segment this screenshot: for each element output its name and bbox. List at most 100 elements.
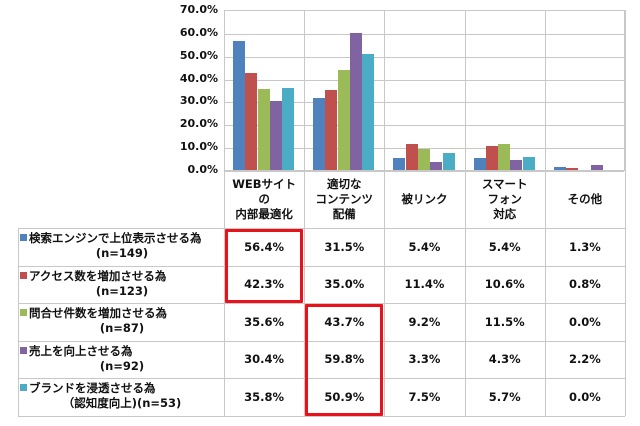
table-cell-value: 35.0% [324,277,365,292]
bar [498,143,511,170]
y-tick-label: 50.0% [179,48,218,62]
y-axis: 70.0% 60.0% 50.0% 40.0% 30.0% 20.0% 10.0% 0.0% [150,0,218,180]
category-label-line: その他 [567,191,603,206]
category-label-line: コンテンツ [315,191,374,206]
table-cell-value: 2.2% [568,352,601,367]
table-cell-value: 56.4% [244,239,285,254]
bar [590,164,603,170]
legend-swatch [20,346,27,354]
table-cell-value: 42.3% [244,277,285,292]
bar [430,162,443,170]
column-divider [625,10,626,416]
legend-row-label: ブランドを浸透させる為 （認知度向上)(n=53) [18,381,224,411]
bar [245,73,258,170]
table-cell-value: 43.7% [324,314,365,329]
bar [362,53,375,170]
bar [282,88,295,170]
series-n: (n=123) [95,283,149,298]
table-cell-value: 0.0% [568,314,601,329]
category-header: スマート フォン 対応 [465,170,545,228]
column-divider [224,10,225,416]
bar-group [224,11,304,170]
category-label-line: 適切な [327,176,362,191]
category-label-line: WEBサイト [232,176,296,191]
bar [269,100,282,170]
bar-group [384,11,464,170]
category-label-line: 被リンク [401,191,448,206]
row-divider [18,340,625,342]
series-n: (n=87) [99,321,145,335]
bar [393,157,406,170]
gridline [224,79,624,81]
bar-group [545,11,625,170]
table-cell-value: 1.3% [568,239,601,254]
bar [313,98,326,170]
plot-area [224,10,625,172]
series-name: 売上を向上させる為 [29,343,133,358]
bar [257,88,270,170]
bar [566,168,579,170]
bar [442,152,455,170]
table-cell-value: 11.5% [484,314,525,329]
table-cell-value: 5.4% [408,239,441,254]
legend-swatch [20,309,27,316]
column-divider [304,10,306,416]
bar [350,33,363,170]
y-tick-label: 60.0% [179,25,218,39]
highlight-box [225,229,304,303]
bar [510,160,523,170]
category-label-line: フォン [487,191,522,206]
legend-row-label: アクセス数を増加させる為 (n=123) [18,269,224,299]
gridline [224,171,624,172]
series-name: 検索エンジンで上位表示させる為 [29,231,202,245]
table-cell-value: 9.2% [408,314,441,329]
series-n: (n=92) [99,358,145,373]
y-tick-label: 20.0% [179,117,218,131]
gridline [224,56,624,58]
series-name: ブランドを浸透させる為 [29,381,156,395]
bar-group [304,11,384,170]
bar [553,167,566,170]
series-name: 問合せ件数を増加させる為 [29,306,167,320]
gridline [224,102,624,104]
y-tick-label: 10.0% [179,140,218,154]
table-cell-value: 3.3% [408,352,441,367]
row-divider [18,378,625,379]
y-tick-label: 30.0% [179,94,218,108]
series-n: （認知度向上)(n=53) [62,396,182,410]
bar-group [465,11,545,170]
table-cell-value: 5.4% [488,239,521,254]
table-cell-value: 31.5% [324,239,365,254]
table-cell-value: 0.8% [568,277,601,292]
legend-row-label: 検索エンジンで上位表示させる為 (n=149) [18,231,224,261]
row-divider [18,228,625,229]
table-cell-value: 10.6% [484,277,525,292]
column-divider [544,10,546,416]
table-cell-value: 50.9% [324,389,365,404]
bar [522,156,535,170]
table-cell-value: 35.6% [244,314,285,329]
category-header: 適切な コンテンツ 配備 [304,170,384,228]
gridline [224,148,624,150]
bar [233,41,245,170]
legend-row-label: 問合せ件数を増加させる為 (n=87) [18,306,224,336]
row-divider [18,415,625,417]
bar [473,157,486,170]
category-header: その他 [545,170,625,228]
category-label-line: 配備 [332,206,356,221]
category-header: WEBサイトの内部最適化 [224,170,304,228]
y-tick-label: 0.0% [187,163,218,176]
gridline [224,33,624,35]
highlight-box [305,304,384,416]
bar [405,143,418,170]
category-header: 被リンク [384,170,464,228]
series-name: アクセス数を増加させる為 [29,268,167,283]
legend-row-label: 売上を向上させる為 (n=92) [18,344,224,374]
table-cell-value: 7.5% [408,389,441,404]
bar [337,70,350,170]
y-tick-label: 70.0% [179,3,218,16]
table-border [18,228,19,416]
table-cell-value: 30.4% [244,352,285,367]
table-cell-value: 11.4% [404,277,445,292]
gridline [224,125,624,127]
